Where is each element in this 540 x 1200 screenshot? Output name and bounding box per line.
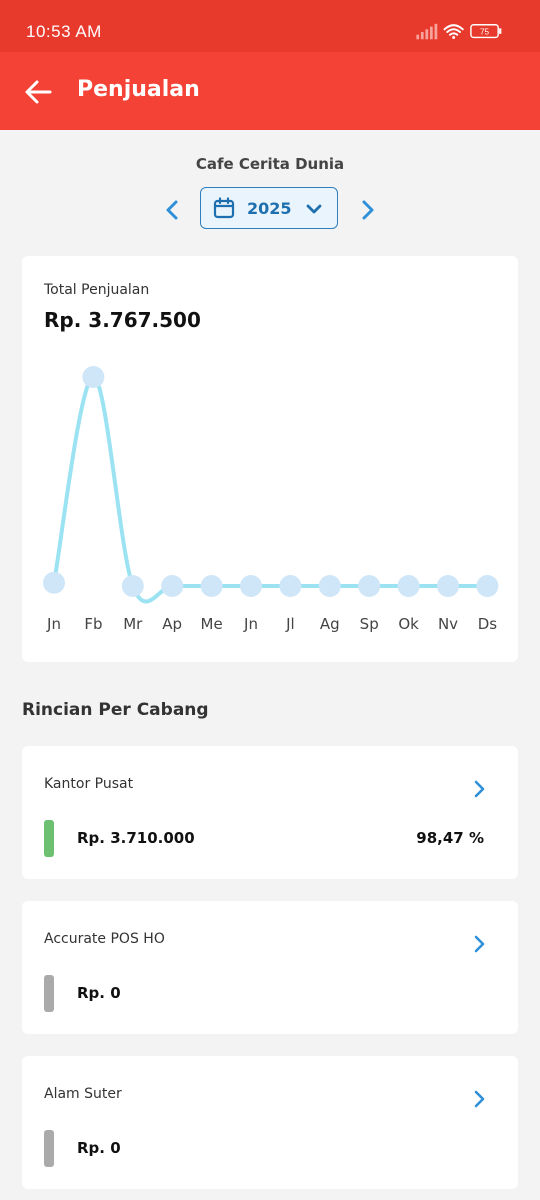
x-tick-label: Jl: [285, 615, 295, 633]
back-arrow-icon[interactable]: [20, 74, 56, 110]
total-sales-card: Total Penjualan Rp. 3.767.500 Jn Fb Mr Ap Me…: [22, 256, 518, 662]
data-point-10[interactable]: [397, 575, 420, 597]
x-tick-label: Ds: [478, 615, 498, 633]
total-sales-value: Rp. 3.767.500: [44, 308, 201, 332]
status-icons: 75: [416, 23, 502, 40]
status-time: 10:53 AM: [26, 22, 102, 41]
series-line: [52, 374, 488, 604]
chevron-right-icon: [474, 935, 485, 953]
data-point-7[interactable]: [279, 575, 302, 597]
data-point-9[interactable]: [358, 575, 381, 597]
data-point-5[interactable]: [200, 575, 223, 597]
data-point-4[interactable]: [161, 575, 184, 597]
prev-year-chevron-left-icon[interactable]: [158, 196, 186, 224]
section-title: Rincian Per Cabang: [22, 700, 209, 720]
selected-year: 2025: [247, 199, 292, 218]
branch-amount: Rp. 0: [77, 1139, 121, 1157]
next-year-chevron-right-icon[interactable]: [354, 196, 382, 224]
data-point-11[interactable]: [437, 575, 459, 597]
data-point-8[interactable]: [318, 575, 341, 597]
data-point-3[interactable]: [121, 575, 144, 597]
status-bar: 10:53 AM 75: [0, 0, 540, 52]
data-point-2[interactable]: [82, 366, 105, 388]
x-tick-label: Ap: [162, 615, 182, 633]
x-tick-label: Nv: [438, 615, 458, 633]
year-dropdown[interactable]: 2025: [200, 187, 338, 229]
x-tick-label: Me: [201, 615, 223, 633]
x-tick-label: Ok: [398, 615, 419, 633]
calendar-icon: [213, 197, 235, 219]
chevron-right-icon: [474, 1090, 485, 1108]
monthly-sales-chart: Jn Fb Mr Ap Me Jn Jl Ag Sp Ok Nv Ds: [43, 366, 499, 633]
branch-amount: Rp. 0: [77, 984, 121, 1002]
branch-amount: Rp. 3.710.000: [77, 829, 195, 847]
branch-color-bar: [44, 820, 54, 857]
shop-name: Cafe Cerita Dunia: [195, 155, 345, 173]
branch-percent: 98,47 %: [416, 829, 484, 847]
branch-name: Kantor Pusat: [44, 776, 134, 792]
chevron-right-icon: [474, 780, 485, 798]
data-point-6[interactable]: [240, 575, 262, 597]
branch-name: Alam Suter: [44, 1086, 122, 1102]
data-point-1[interactable]: [43, 571, 65, 594]
branch-card-alam-suter[interactable]: Alam Suter Rp. 0: [22, 1056, 518, 1189]
branch-name: Accurate POS HO: [44, 931, 165, 947]
app-bar: Penjualan: [0, 52, 540, 130]
battery-icon: 75: [470, 24, 502, 39]
page-title: Penjualan: [77, 77, 200, 102]
x-tick-label: Fb: [84, 615, 102, 633]
x-tick-label: Mr: [123, 615, 143, 633]
signal-icon: [416, 23, 438, 40]
branch-card-accurate-pos-ho[interactable]: Accurate POS HO Rp. 0: [22, 901, 518, 1034]
x-tick-label: Jn: [46, 615, 61, 633]
branch-color-bar: [44, 1130, 54, 1167]
x-tick-label: Sp: [360, 615, 379, 633]
wifi-icon: [443, 24, 464, 39]
branch-color-bar: [44, 975, 54, 1012]
x-tick-label: Jn: [243, 615, 258, 633]
battery-level: 75: [480, 28, 490, 37]
total-sales-label: Total Penjualan: [44, 282, 150, 298]
branch-card-kantor-pusat[interactable]: Kantor Pusat Rp. 3.710.000 98,47 %: [22, 746, 518, 879]
data-point-12[interactable]: [476, 575, 499, 597]
x-tick-label: Ag: [320, 615, 340, 633]
chevron-down-icon: [306, 204, 322, 214]
